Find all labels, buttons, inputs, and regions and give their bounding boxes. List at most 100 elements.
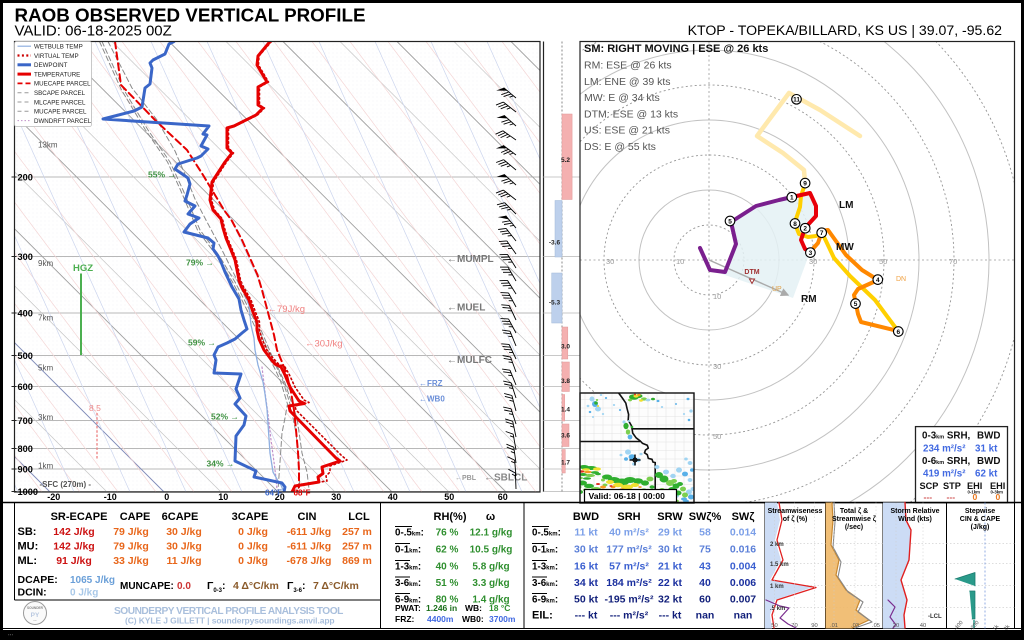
svg-text:SM: RIGHT MOVING | ESE @ 26 kt: SM: RIGHT MOVING | ESE @ 26 kts [584, 43, 768, 55]
svg-text:30: 30 [713, 362, 721, 371]
svg-text:0.014: 0.014 [730, 527, 756, 539]
svg-text:EHI: EHI [990, 481, 1005, 491]
svg-text:70: 70 [791, 623, 797, 629]
svg-text:3.6: 3.6 [561, 433, 570, 440]
svg-text:MLCAPE PARCEL: MLCAPE PARCEL [34, 99, 86, 106]
svg-text:500: 500 [18, 351, 33, 361]
svg-text:0-.5km:: 0-.5km: [395, 528, 424, 539]
svg-text:LCL: LCL [348, 511, 370, 523]
svg-text:0 J/kg: 0 J/kg [70, 588, 98, 599]
svg-text:Valid: 06-18 | 00:00: Valid: 06-18 | 00:00 [589, 491, 666, 501]
svg-text:80 %: 80 % [436, 595, 459, 606]
svg-text:nan: nan [696, 610, 715, 622]
svg-text:---: --- [947, 492, 956, 502]
svg-text:0 J/kg: 0 J/kg [238, 541, 268, 553]
svg-text:←PBL: ←PBL [455, 475, 477, 482]
svg-text:CIN & CAPE: CIN & CAPE [960, 516, 1001, 523]
svg-text:33 J/kg: 33 J/kg [113, 555, 149, 567]
svg-text:•••: ••• [33, 619, 36, 623]
svg-text:10: 10 [676, 257, 684, 266]
svg-text:0: 0 [996, 492, 1001, 502]
svg-text:30 J/kg: 30 J/kg [166, 541, 202, 553]
svg-text:55% →: 55% → [148, 170, 176, 180]
svg-text:--- m²/s²: --- m²/s² [610, 610, 649, 622]
svg-text:MUCAPE PARCEL: MUCAPE PARCEL [34, 109, 87, 116]
svg-text:9: 9 [803, 181, 807, 188]
svg-text:51 %: 51 % [436, 578, 459, 589]
svg-text:50: 50 [879, 257, 887, 266]
svg-text:18 °C: 18 °C [489, 603, 510, 613]
svg-text:3CAPE: 3CAPE [232, 511, 269, 523]
svg-text:29 kt: 29 kt [658, 527, 682, 539]
svg-text:WETBULB TEMP: WETBULB TEMP [34, 44, 83, 51]
svg-text:0 J/kg: 0 J/kg [238, 555, 268, 567]
svg-text:1.5 km: 1.5 km [770, 562, 789, 568]
svg-text:1.4 g/kg: 1.4 g/kg [472, 595, 509, 606]
svg-text:FRZ:: FRZ: [395, 614, 415, 624]
svg-text:70: 70 [949, 257, 957, 266]
svg-text:Streamwise ζ: Streamwise ζ [832, 516, 877, 523]
svg-text:142 J/kg: 142 J/kg [53, 526, 94, 538]
svg-text:10.5 g/kg: 10.5 g/kg [470, 545, 513, 556]
svg-text:3: 3 [809, 250, 813, 257]
svg-text:22 kt: 22 kt [658, 577, 682, 589]
svg-text:60: 60 [498, 492, 508, 502]
svg-text:←30J/kg: ←30J/kg [305, 339, 343, 350]
svg-text:0-.5km:: 0-.5km: [532, 528, 561, 539]
svg-text:600: 600 [18, 382, 33, 392]
svg-text:RAOB OBSERVED VERTICAL PROFILE: RAOB OBSERVED VERTICAL PROFILE [15, 5, 366, 26]
svg-text:MUECAPE PARCEL: MUECAPE PARCEL [34, 81, 91, 88]
svg-text:←WB0: ←WB0 [419, 395, 445, 404]
svg-text:SOUNDER: SOUNDER [27, 606, 44, 610]
svg-text:BWD: BWD [573, 511, 599, 523]
svg-text:1: 1 [790, 195, 794, 202]
svg-text:.05: .05 [872, 623, 880, 629]
svg-text:Storm Relative: Storm Relative [890, 508, 939, 515]
svg-text:20: 20 [275, 492, 285, 502]
svg-text:4 Δ°C/km: 4 Δ°C/km [233, 580, 279, 592]
svg-text:-SFC (270m) -: -SFC (270m) - [40, 480, 92, 489]
svg-text:68°F: 68°F [294, 489, 311, 498]
svg-text:0.016: 0.016 [730, 544, 756, 556]
svg-text:DS: E @ 55 kts: DS: E @ 55 kts [584, 141, 656, 153]
svg-text:0.006: 0.006 [730, 577, 756, 589]
svg-text:ML:: ML: [18, 555, 38, 567]
svg-text:-20: -20 [47, 492, 60, 502]
svg-text:9km: 9km [38, 259, 53, 268]
svg-text:300: 300 [18, 252, 33, 262]
svg-text:MW: MW [836, 242, 854, 253]
svg-text:-10: -10 [104, 492, 117, 502]
svg-text:7: 7 [820, 230, 824, 237]
svg-text:58: 58 [699, 527, 711, 539]
svg-text:5.2: 5.2 [561, 157, 570, 164]
svg-text:3-6km:: 3-6km: [395, 578, 421, 589]
svg-text:184 m²/s²: 184 m²/s² [606, 577, 652, 589]
svg-text:VALID: 06-18-2025 00Z: VALID: 06-18-2025 00Z [15, 23, 172, 40]
svg-text:91 J/kg: 91 J/kg [56, 555, 92, 567]
svg-text:0: 0 [973, 492, 978, 502]
svg-text:59% →: 59% → [188, 338, 216, 348]
svg-text:MU:: MU: [18, 541, 39, 553]
svg-text:3km: 3km [38, 413, 53, 422]
svg-text:50: 50 [771, 623, 777, 629]
svg-text:16 kt: 16 kt [574, 561, 598, 573]
svg-text:-200: -200 [969, 620, 981, 632]
svg-text:11: 11 [793, 97, 800, 104]
svg-text:10: 10 [713, 292, 721, 301]
svg-text:12.1 g/kg: 12.1 g/kg [470, 528, 513, 539]
svg-text:--- kt: --- kt [659, 610, 682, 622]
svg-text:←MUEL: ←MUEL [447, 303, 485, 314]
svg-text:SBCAPE PARCEL: SBCAPE PARCEL [34, 90, 86, 97]
svg-text:0-1km:: 0-1km: [532, 545, 558, 556]
svg-text:5.8 g/kg: 5.8 g/kg [472, 562, 509, 573]
svg-text:WB0:: WB0: [462, 614, 484, 624]
svg-text:--- kt: --- kt [575, 610, 598, 622]
svg-text:SWζ%: SWζ% [689, 511, 722, 523]
svg-text:50: 50 [713, 432, 721, 441]
svg-text:SCP: SCP [920, 481, 939, 491]
svg-text:75: 75 [699, 544, 711, 556]
svg-text:257 m: 257 m [342, 526, 372, 538]
svg-text:7 Δ°C/km: 7 Δ°C/km [313, 580, 359, 592]
svg-text:.5 km: .5 km [770, 606, 785, 612]
svg-text:8: 8 [793, 221, 797, 228]
